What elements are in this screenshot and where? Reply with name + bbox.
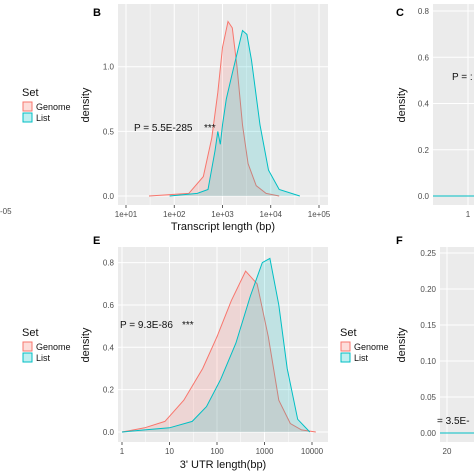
legend-title: Set [340, 327, 357, 339]
x-tick-label: 1e+05 [308, 210, 331, 219]
x-tick-label: 100 [210, 447, 224, 456]
y-tick-label: 0.20 [420, 285, 436, 294]
panel-b-y-title: density [80, 87, 92, 122]
panel-e-ticks: 0.0 0.2 0.4 0.6 0.8 1 10 100 1000 10000 [103, 259, 324, 456]
x-tick-label: 1e+04 [260, 210, 283, 219]
panel-f-p-value: = 3.5E- [437, 416, 470, 427]
panel-f-y-title: density [396, 327, 408, 362]
legend-key-genome [340, 341, 351, 352]
panel-c-plot-area [433, 4, 474, 205]
x-tick-label: 1e+01 [115, 210, 138, 219]
legend-title: Set [22, 87, 39, 99]
legend-label-list: List [354, 353, 369, 363]
x-tick-label: 10 [165, 447, 174, 456]
panel-b-p-value: P = 5.5E-285 [134, 123, 193, 134]
legend-f: Set Genome List [340, 327, 389, 363]
density-line-list [121, 257, 311, 433]
y-tick-label: 0.10 [420, 357, 436, 366]
y-tick-label: 0.6 [103, 301, 115, 310]
x-tick-label: 1 [466, 210, 471, 219]
panel-e-letter: E [93, 235, 100, 247]
legend-e: Set Genome List [22, 327, 71, 363]
panel-c: C P = : 0.0 0.2 0.4 0.6 0.8 1 density [396, 4, 474, 219]
y-tick-label: 0.00 [420, 429, 436, 438]
y-tick-label: 0.8 [103, 259, 115, 268]
y-tick-label: 0.8 [418, 7, 430, 16]
legend-key-genome [22, 341, 33, 352]
panel-e: E P = 9.3E-86 *** 0.0 0.2 0.4 0.6 0.8 1 10 100 1… [80, 235, 328, 471]
legend-b: Set Genome List [22, 87, 71, 123]
legend-key-list [22, 112, 33, 123]
panel-b-ticks: 0.0 0.5 1.0 1e+01 1e+02 1e+03 1e+04 1e+05 [103, 63, 331, 219]
x-tick-label: 1000 [256, 447, 274, 456]
panel-b-stars: *** [204, 123, 216, 134]
panel-f-letter: F [396, 235, 403, 247]
density-area-genome [149, 21, 280, 196]
legend-key-list [340, 352, 351, 363]
density-line-list [169, 29, 300, 197]
x-tick-label: 1e+03 [211, 210, 234, 219]
panel-e-stars: *** [182, 320, 194, 331]
density-area-list [122, 258, 310, 432]
y-tick-label: 0.6 [418, 53, 430, 62]
y-tick-label: 0.2 [418, 146, 430, 155]
legend-label-list: List [36, 113, 51, 123]
panel-c-p-value: P = : [452, 72, 473, 83]
y-tick-label: 0.4 [103, 343, 115, 352]
legend-label-genome: Genome [36, 342, 71, 352]
panel-c-ticks: 0.0 0.2 0.4 0.6 0.8 1 [418, 7, 471, 219]
legend-key-list [22, 352, 33, 363]
density-area-list [169, 30, 300, 196]
legend-label-genome: Genome [36, 102, 71, 112]
y-tick-label: 0.15 [420, 321, 436, 330]
y-tick-label: 0.0 [103, 428, 115, 437]
y-tick-label: 0.25 [420, 249, 436, 258]
legend-label-list: List [36, 353, 51, 363]
y-tick-label: 0.0 [418, 192, 430, 201]
panel-c-y-title: density [396, 87, 408, 122]
legend-label-genome: Genome [354, 342, 389, 352]
y-tick-label: 0.4 [418, 100, 430, 109]
panel-b: B P = 5.5E-285 *** 0.0 0.5 1.0 1e+01 1e+02 1e… [80, 4, 331, 233]
panel-f-ticks: 0.00 0.05 0.10 0.15 0.20 0.25 20 [420, 249, 452, 456]
panel-b-letter: B [93, 7, 101, 19]
y-tick-label: 0.05 [420, 393, 436, 402]
panel-e-x-title: 3' UTR length(bp) [180, 459, 266, 471]
panel-e-p-value: P = 9.3E-86 [120, 320, 173, 331]
density-line-genome [121, 270, 316, 433]
panel-f-plot-area [440, 247, 474, 442]
legend-title: Set [22, 327, 39, 339]
panel-e-y-title: density [80, 327, 92, 362]
panel-b-grid [118, 4, 328, 205]
panel-f: F = 3.5E- 0.00 0.05 0.10 0.15 0.20 0.25 20 den… [396, 235, 474, 456]
panel-e-plot-area [118, 247, 328, 442]
panel-e-density-areas [121, 257, 316, 433]
panel-c-letter: C [396, 7, 404, 19]
panel-b-x-title: Transcript length (bp) [171, 221, 275, 233]
x-tick-label: 1 [120, 447, 125, 456]
density-line-genome [148, 20, 280, 197]
y-tick-label: 0.2 [103, 386, 115, 395]
panel-b-density-areas [148, 20, 300, 197]
cut-tick-label: -05 [0, 207, 12, 216]
y-tick-label: 0.5 [103, 127, 115, 136]
y-tick-label: 0.0 [103, 192, 115, 201]
density-area-genome [122, 271, 316, 432]
legend-key-genome [22, 101, 33, 112]
x-tick-label: 1e+02 [163, 210, 186, 219]
panel-e-grid [118, 247, 328, 442]
x-tick-label: 10000 [301, 447, 324, 456]
x-tick-label: 20 [443, 447, 452, 456]
y-tick-label: 1.0 [103, 63, 115, 72]
